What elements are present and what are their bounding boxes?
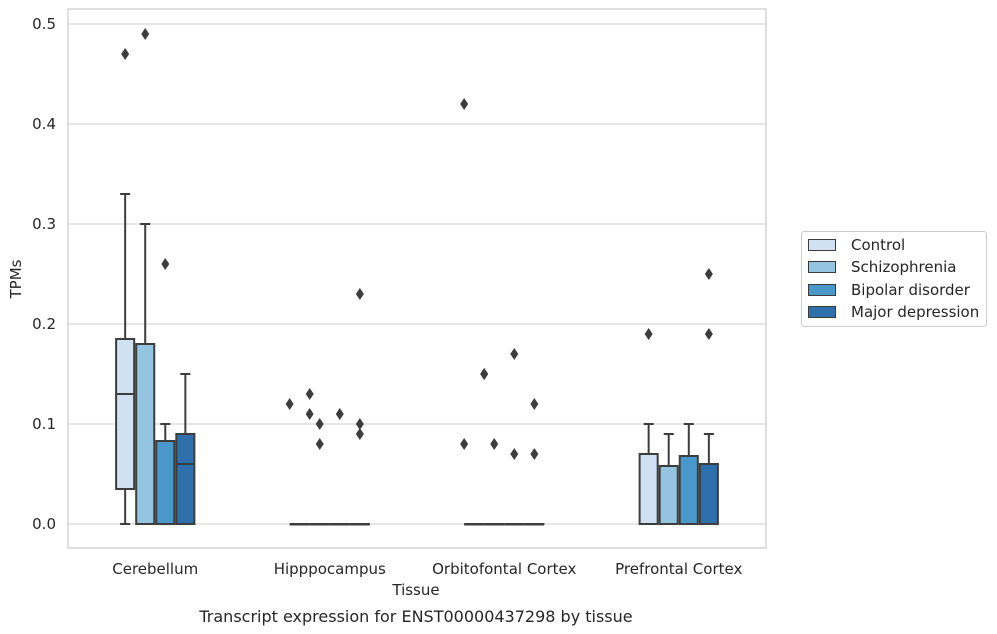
- y-tick-label: 0.4: [32, 115, 56, 133]
- legend-swatch-bipolar: [808, 284, 836, 296]
- y-tick-label: 0.5: [32, 15, 56, 33]
- box-0-0: [115, 48, 136, 525]
- outlier-point: [161, 258, 170, 270]
- x-axis-label: Tissue: [391, 581, 439, 599]
- box-body: [658, 465, 679, 525]
- box-3-0: [638, 328, 659, 525]
- legend-swatch-control: [808, 239, 836, 251]
- x-tick-label: Orbitofontal Cortex: [432, 560, 576, 578]
- outlier-point: [490, 438, 499, 450]
- x-tick-label: Hipppocampus: [274, 560, 386, 578]
- outlier-point: [644, 328, 653, 340]
- box-body: [638, 453, 659, 525]
- outlier-point: [704, 328, 713, 340]
- outlier-point: [460, 98, 469, 110]
- legend-item-schizophrenia: Schizophrenia: [808, 257, 956, 277]
- box-3-1: [658, 433, 679, 525]
- outlier-point: [335, 408, 344, 420]
- plot-area-frame: [67, 8, 767, 549]
- box-2-2: [504, 348, 525, 526]
- box-0-1: [135, 28, 156, 525]
- legend-item-depression: Major depression: [808, 302, 979, 322]
- tick-labels: 0.0 0.1 0.2 0.3 0.4 0.5 Cerebellum Hipppocampus…: [32, 15, 742, 578]
- box-2-3: [524, 398, 545, 526]
- legend-label-bipolar: Bipolar disorder: [851, 281, 970, 299]
- box-body: [678, 455, 699, 525]
- legend-label-schizophrenia: Schizophrenia: [851, 258, 957, 276]
- legend-item-control: Control: [808, 235, 905, 255]
- y-tick-label: 0.1: [32, 415, 56, 433]
- outlier-point: [315, 418, 324, 430]
- outlier-point: [355, 428, 364, 440]
- outlier-point: [510, 448, 519, 460]
- y-tick-label: 0.0: [32, 515, 56, 533]
- legend-item-bipolar: Bipolar disorder: [808, 280, 970, 300]
- box-1-1: [305, 388, 330, 526]
- box-body: [155, 440, 176, 525]
- outlier-point: [121, 48, 130, 60]
- box-0-3: [175, 373, 196, 525]
- outlier-point: [305, 388, 314, 400]
- x-tick-label: Prefrontal Cortex: [615, 560, 742, 578]
- legend-label-depression: Major depression: [851, 303, 980, 321]
- box-body: [698, 463, 719, 525]
- box-body: [135, 343, 156, 525]
- box-body: [115, 338, 136, 490]
- box-1-2: [329, 408, 350, 526]
- box-3-3: [698, 268, 719, 525]
- outlier-point: [510, 348, 519, 360]
- y-tick-label: 0.2: [32, 315, 56, 333]
- legend-swatch-depression: [808, 306, 836, 318]
- outlier-point: [141, 28, 150, 40]
- box-1-0: [285, 398, 314, 526]
- x-tick-label: Cerebellum: [112, 560, 198, 578]
- outlier-point: [355, 288, 364, 300]
- outlier-point: [704, 268, 713, 280]
- legend-swatch-schizophrenia: [808, 261, 836, 273]
- chart-caption: Transcript expression for ENST0000043729…: [198, 607, 632, 626]
- boxes-layer: [115, 28, 719, 526]
- outlier-point: [355, 418, 364, 430]
- box-body: [175, 433, 196, 525]
- y-tick-label: 0.3: [32, 215, 56, 233]
- outlier-point: [285, 398, 294, 410]
- box-3-2: [678, 423, 699, 525]
- box-1-3: [349, 288, 370, 526]
- legend: Control Schizophrenia Bipolar disorder M…: [801, 231, 987, 327]
- box-2-1: [480, 368, 505, 526]
- outlier-point: [315, 438, 324, 450]
- box-0-2: [155, 258, 176, 525]
- box-2-0: [460, 98, 489, 526]
- outlier-point: [480, 368, 489, 380]
- outlier-point: [305, 408, 314, 420]
- outlier-point: [530, 448, 539, 460]
- outlier-point: [530, 398, 539, 410]
- y-axis-label: TPMs: [7, 259, 25, 299]
- outlier-point: [460, 438, 469, 450]
- legend-label-control: Control: [851, 236, 906, 254]
